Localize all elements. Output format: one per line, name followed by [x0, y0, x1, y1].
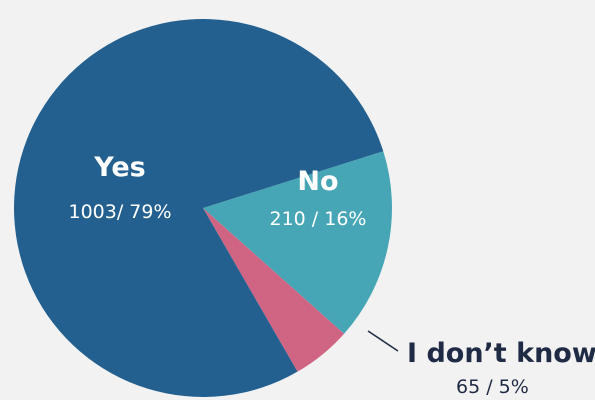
pie-slice-yes [14, 19, 384, 398]
slice-label-idk: I don’t know [407, 338, 595, 369]
slice-label-yes: Yes [94, 152, 146, 183]
slice-value-idk: 65 / 5% [456, 376, 529, 398]
pie-slice-idk [203, 208, 345, 372]
slice-value-yes: 1003/ 79% [68, 201, 172, 223]
pie-slice-no [203, 151, 393, 334]
slice-label-no: No [297, 166, 339, 197]
slice-value-no: 210 / 16% [269, 208, 367, 230]
leader-line-idk [367, 330, 399, 352]
